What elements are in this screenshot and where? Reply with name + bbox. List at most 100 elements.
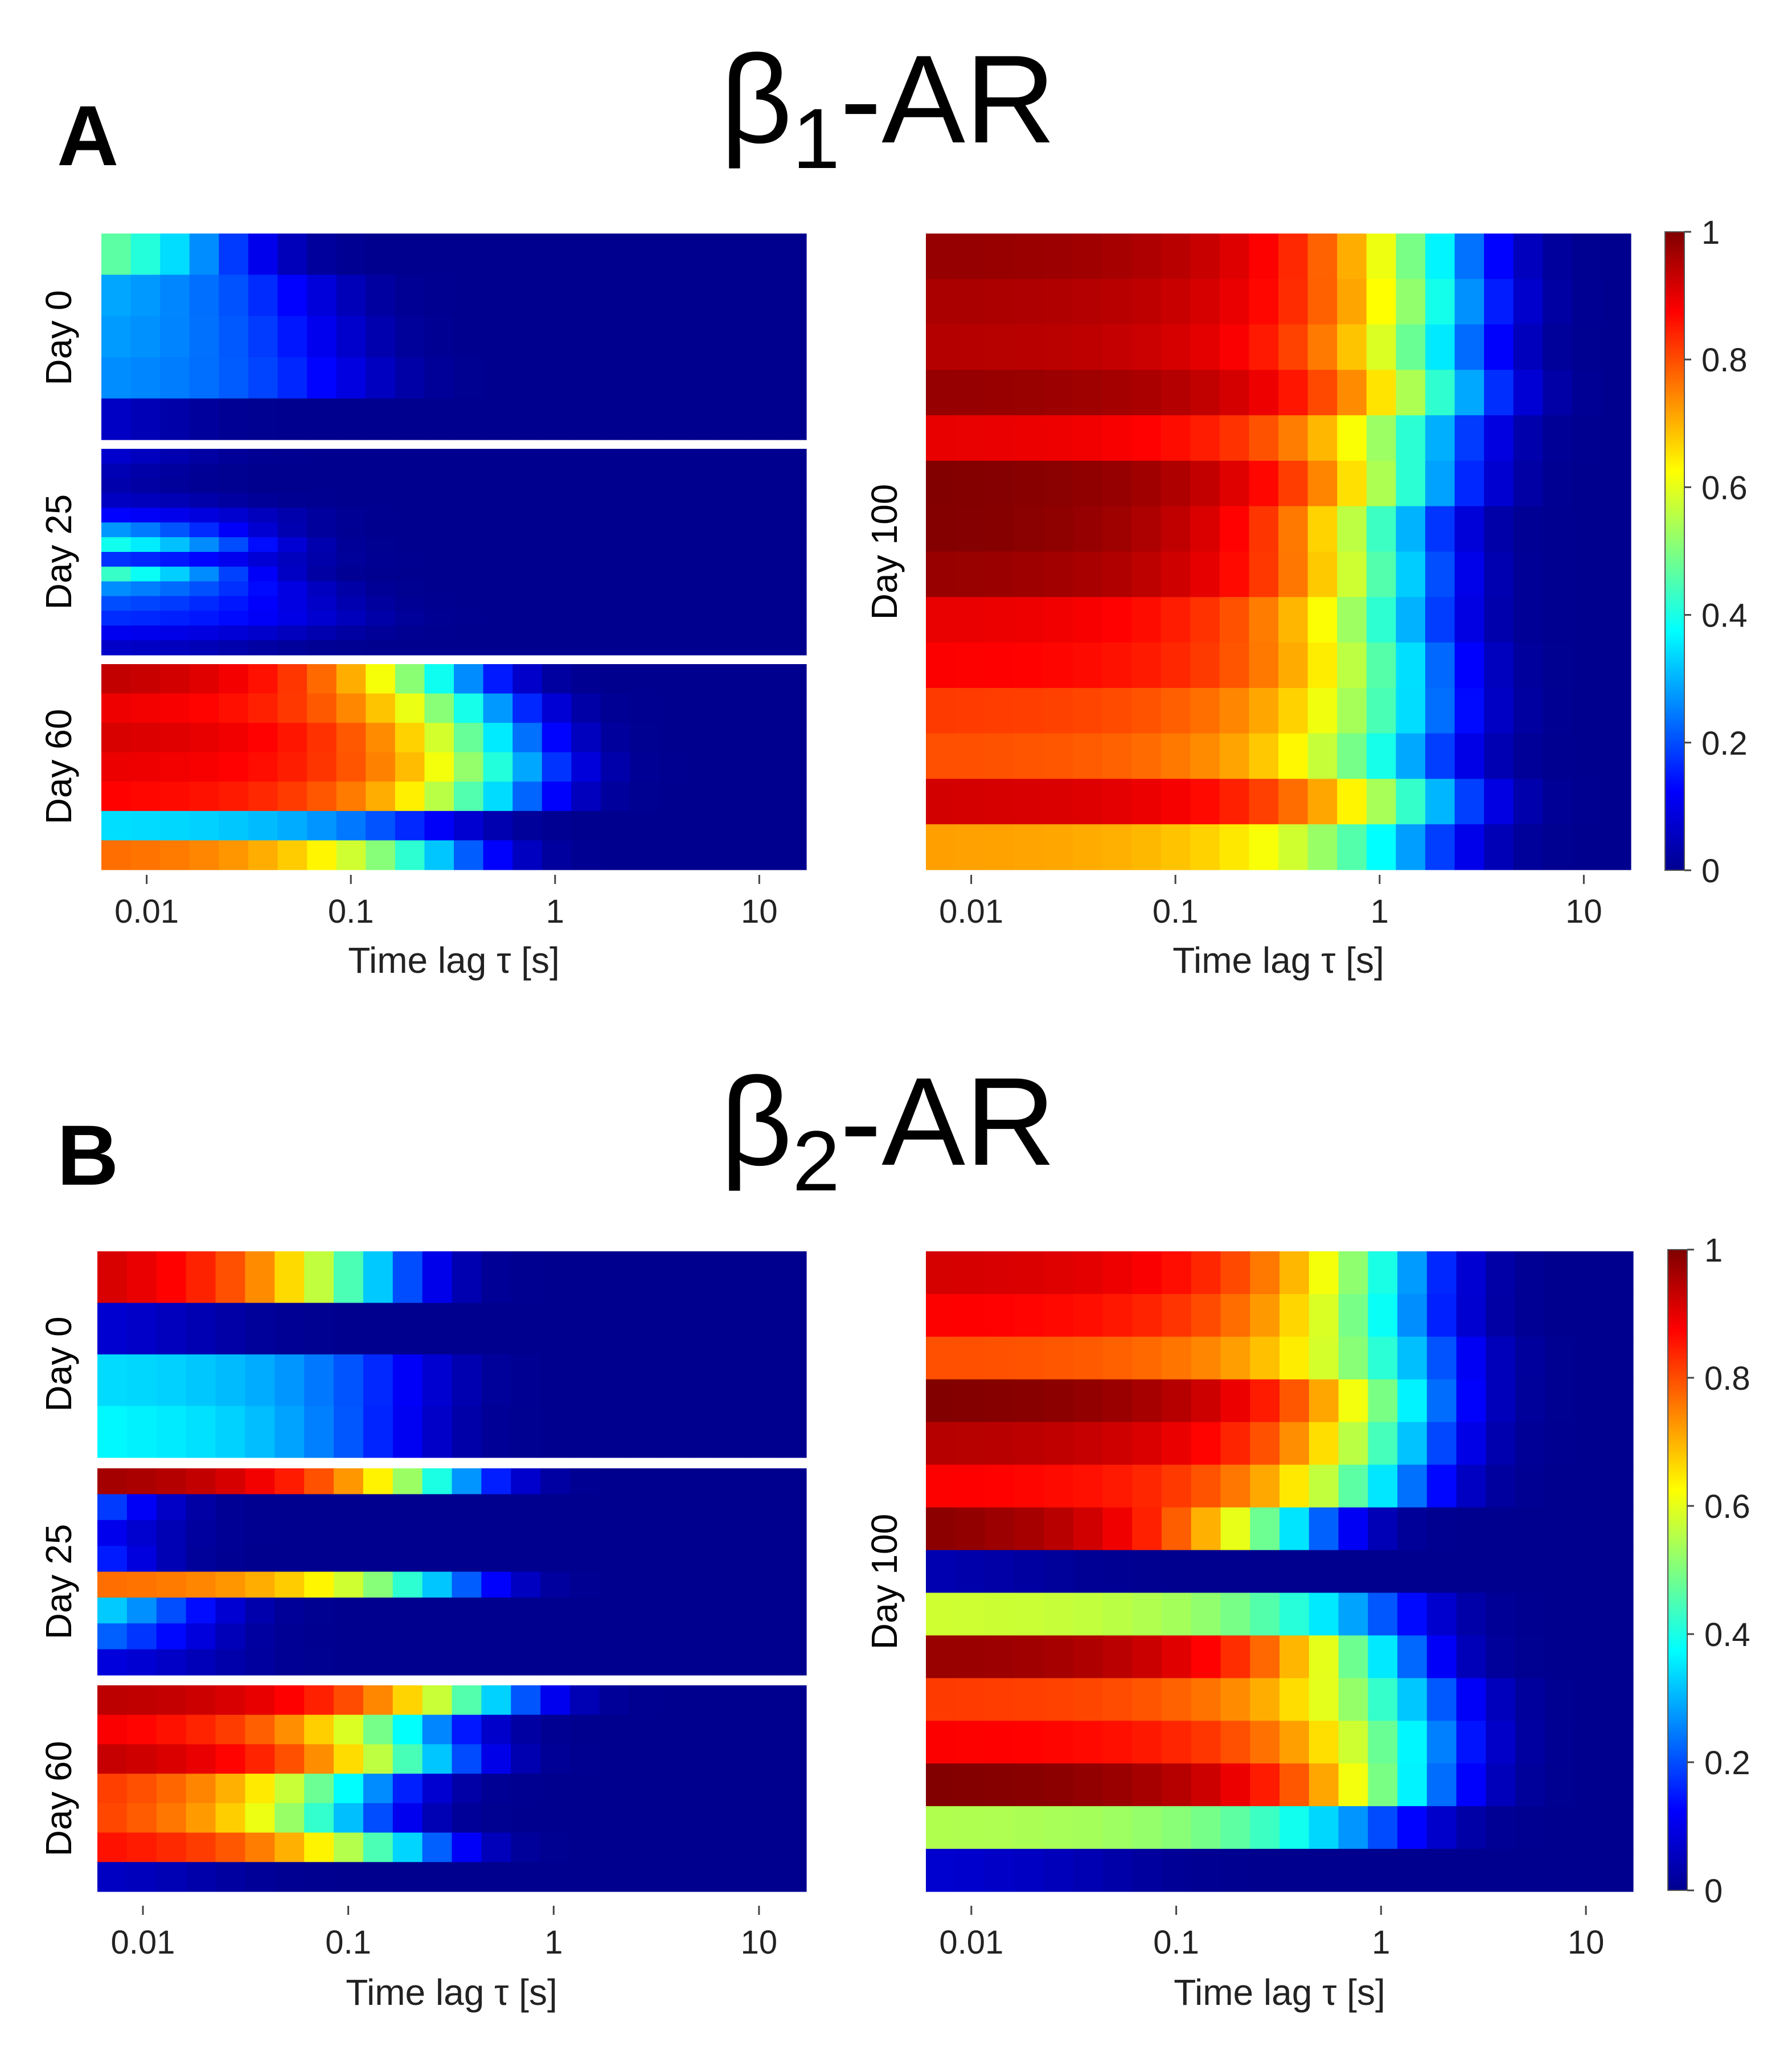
heatmap-cell-b-day100-r12-c21 (1544, 1763, 1575, 1807)
heatmap-cell-b-day60-r6-c5 (245, 1862, 275, 1892)
heatmap-cell-b-day60-r3-c10 (392, 1774, 423, 1804)
heatmap-cell-a-day25-r3-c10 (395, 493, 425, 509)
heatmap-cell-b-day100-r0-c15 (1368, 1251, 1398, 1295)
heatmap-cell-a-day25-r2-c5 (248, 478, 278, 494)
heatmap-cell-a-day25-r9-c13 (483, 581, 513, 597)
heatmap-cell-b-day60-r3-c12 (452, 1774, 482, 1804)
heatmap-cell-a-day25-r5-c16 (571, 522, 601, 538)
heatmap-cell-b-day25-r7-c21 (717, 1649, 748, 1676)
heatmap-cell-a-day25-r9-c12 (454, 581, 484, 597)
heatmap-cell-b-day25-r5-c13 (481, 1597, 511, 1624)
heatmap-cell-b-day100-r12-c10 (1220, 1763, 1250, 1807)
heatmap-cell-b-day100-r14-c17 (1426, 1849, 1457, 1892)
heatmap-cell-b-day100-r6-c5 (1073, 1507, 1104, 1551)
heatmap-cell-b-day0-r2-c3 (186, 1354, 216, 1407)
heatmap-cell-a-day25-r9-c10 (395, 581, 425, 597)
heatmap-cell-a-day0-r0-c22 (747, 234, 778, 275)
heatmap-cell-b-day100-r10-c2 (985, 1678, 1015, 1721)
heatmap-cell-a-day100-r12-c10 (1219, 779, 1250, 825)
heatmap-cell-b-day0-r3-c18 (629, 1406, 659, 1458)
heatmap-cell-a-day100-r5-c0 (926, 460, 956, 507)
heatmap-cell-a-day0-r4-c0 (101, 398, 132, 440)
heatmap-cell-b-day100-r7-c0 (926, 1550, 956, 1594)
heatmap-cell-a-day25-r9-c5 (248, 581, 278, 597)
heatmap-cell-a-day100-r1-c18 (1454, 279, 1485, 325)
heatmap-cell-b-day25-r4-c5 (245, 1571, 275, 1598)
heatmap-cell-a-day100-r11-c19 (1484, 733, 1514, 780)
heatmap-cell-a-day0-r0-c1 (130, 234, 161, 275)
heatmap-cell-a-day25-r6-c0 (101, 537, 132, 552)
heatmap-cell-b-day60-r4-c20 (688, 1803, 718, 1833)
heatmap-cell-a-day100-r11-c23 (1601, 733, 1631, 780)
heatmap-cell-a-day25-r1-c15 (542, 463, 572, 479)
heatmap-cell-b-day25-r5-c8 (334, 1597, 364, 1624)
heatmap-cell-a-day25-r4-c21 (718, 507, 748, 523)
heatmap-cell-b-day100-r1-c15 (1368, 1293, 1398, 1337)
heatmap-cell-b-day100-r1-c21 (1544, 1293, 1575, 1337)
heatmap-cell-a-day100-r3-c3 (1014, 370, 1044, 416)
heatmap-cell-a-day100-r2-c19 (1484, 324, 1514, 370)
heatmap-cell-a-day100-r10-c20 (1513, 687, 1543, 734)
heatmap-cell-b-day100-r5-c21 (1544, 1464, 1575, 1508)
heatmap-cell-a-day25-r5-c6 (277, 522, 307, 538)
heatmap-cell-b-day100-r0-c11 (1250, 1251, 1280, 1295)
heatmap-cell-a-day100-r0-c19 (1484, 234, 1514, 280)
heatmap-cell-a-day100-r1-c20 (1513, 279, 1543, 325)
heatmap-cell-b-day100-r9-c2 (985, 1635, 1015, 1678)
heatmap-cell-a-day60-r1-c5 (248, 693, 278, 723)
heatmap-cell-b-day25-r3-c0 (97, 1546, 128, 1573)
heatmap-cell-a-day0-r2-c2 (160, 316, 190, 358)
heatmap-cell-a-day60-r6-c8 (336, 840, 366, 870)
heatmap-cell-a-day60-r4-c5 (248, 781, 278, 812)
heatmap-cell-a-day100-r3-c17 (1425, 370, 1455, 416)
heatmap-cell-a-day0-r4-c8 (336, 398, 366, 440)
heatmap-cell-a-day100-r13-c18 (1454, 824, 1485, 870)
heatmap-cell-a-day25-r6-c12 (454, 537, 484, 552)
heatmap-cell-a-day25-r7-c17 (600, 552, 631, 567)
heatmap-cell-a-day100-r5-c6 (1102, 460, 1132, 507)
heatmap-cell-a-day25-r9-c6 (277, 581, 307, 597)
heatmap-cell-a-day25-r5-c5 (248, 522, 278, 538)
heatmap-cell-a-day25-r13-c13 (483, 640, 513, 656)
heatmap-cell-a-day25-r11-c2 (160, 611, 190, 626)
heatmap-cell-a-day60-r1-c4 (219, 693, 249, 723)
heatmap-cell-b-day25-r2-c12 (452, 1520, 482, 1546)
heatmap-cell-b-day25-r4-c17 (599, 1571, 630, 1598)
heatmap-cell-a-day100-r13-c2 (985, 824, 1015, 870)
heatmap-cell-a-day25-r12-c7 (307, 625, 337, 641)
heatmap-cell-a-day25-r11-c3 (189, 611, 219, 626)
heatmap-cell-a-day0-r4-c17 (600, 398, 631, 440)
heatmap-cell-b-day100-r8-c2 (985, 1592, 1015, 1636)
heatmap-cell-b-day100-r14-c13 (1309, 1849, 1339, 1892)
heatmap-cell-a-day25-r10-c17 (600, 596, 631, 612)
heatmap-cell-a-day0-r0-c5 (248, 234, 278, 275)
heatmap-cell-a-day60-r3-c19 (659, 752, 690, 782)
heatmap-cell-a-day25-r9-c18 (630, 581, 660, 597)
heatmap-cell-b-day60-r0-c11 (422, 1685, 453, 1716)
heatmap-cell-b-day25-r6-c21 (717, 1623, 748, 1650)
heatmap-cell-a-day100-r11-c15 (1366, 733, 1396, 780)
heatmap-cell-b-day25-r3-c10 (392, 1546, 423, 1573)
heatmap-cell-b-day60-r0-c12 (452, 1685, 482, 1716)
heatmap-cell-a-day25-r9-c23 (777, 581, 807, 597)
heatmap-cell-a-day0-r3-c19 (659, 357, 690, 399)
heatmap-cell-a-day100-r10-c1 (955, 687, 985, 734)
heatmap-cell-b-day100-r5-c10 (1220, 1464, 1250, 1508)
heatmap-cell-a-day60-r4-c11 (424, 781, 454, 812)
heatmap-cell-a-day25-r12-c18 (630, 625, 660, 641)
heatmap-cell-b-day25-r3-c2 (156, 1546, 187, 1573)
heatmap-cell-b-day0-r0-c16 (570, 1251, 600, 1304)
heatmap-cell-a-day100-r0-c15 (1366, 234, 1396, 280)
heatmap-cell-a-day100-r0-c10 (1219, 234, 1250, 280)
heatmap-cell-b-day0-r1-c19 (658, 1303, 689, 1355)
heatmap-cell-a-day60-r2-c16 (571, 723, 601, 753)
heatmap-cell-b-day25-r3-c7 (304, 1546, 334, 1573)
heatmap-cell-a-day0-r4-c16 (571, 398, 601, 440)
heatmap-cell-b-day0-r0-c14 (511, 1251, 541, 1304)
heatmap-cell-b-day0-r2-c14 (511, 1354, 541, 1407)
xtick-label-b-right-0: 0.01 (939, 1924, 1003, 1961)
heatmap-cell-b-day0-r2-c8 (334, 1354, 364, 1407)
heatmap-cell-b-day100-r3-c0 (926, 1379, 956, 1423)
heatmap-cell-b-day25-r6-c23 (777, 1623, 807, 1650)
heatmap-cell-a-day25-r8-c18 (630, 566, 660, 582)
